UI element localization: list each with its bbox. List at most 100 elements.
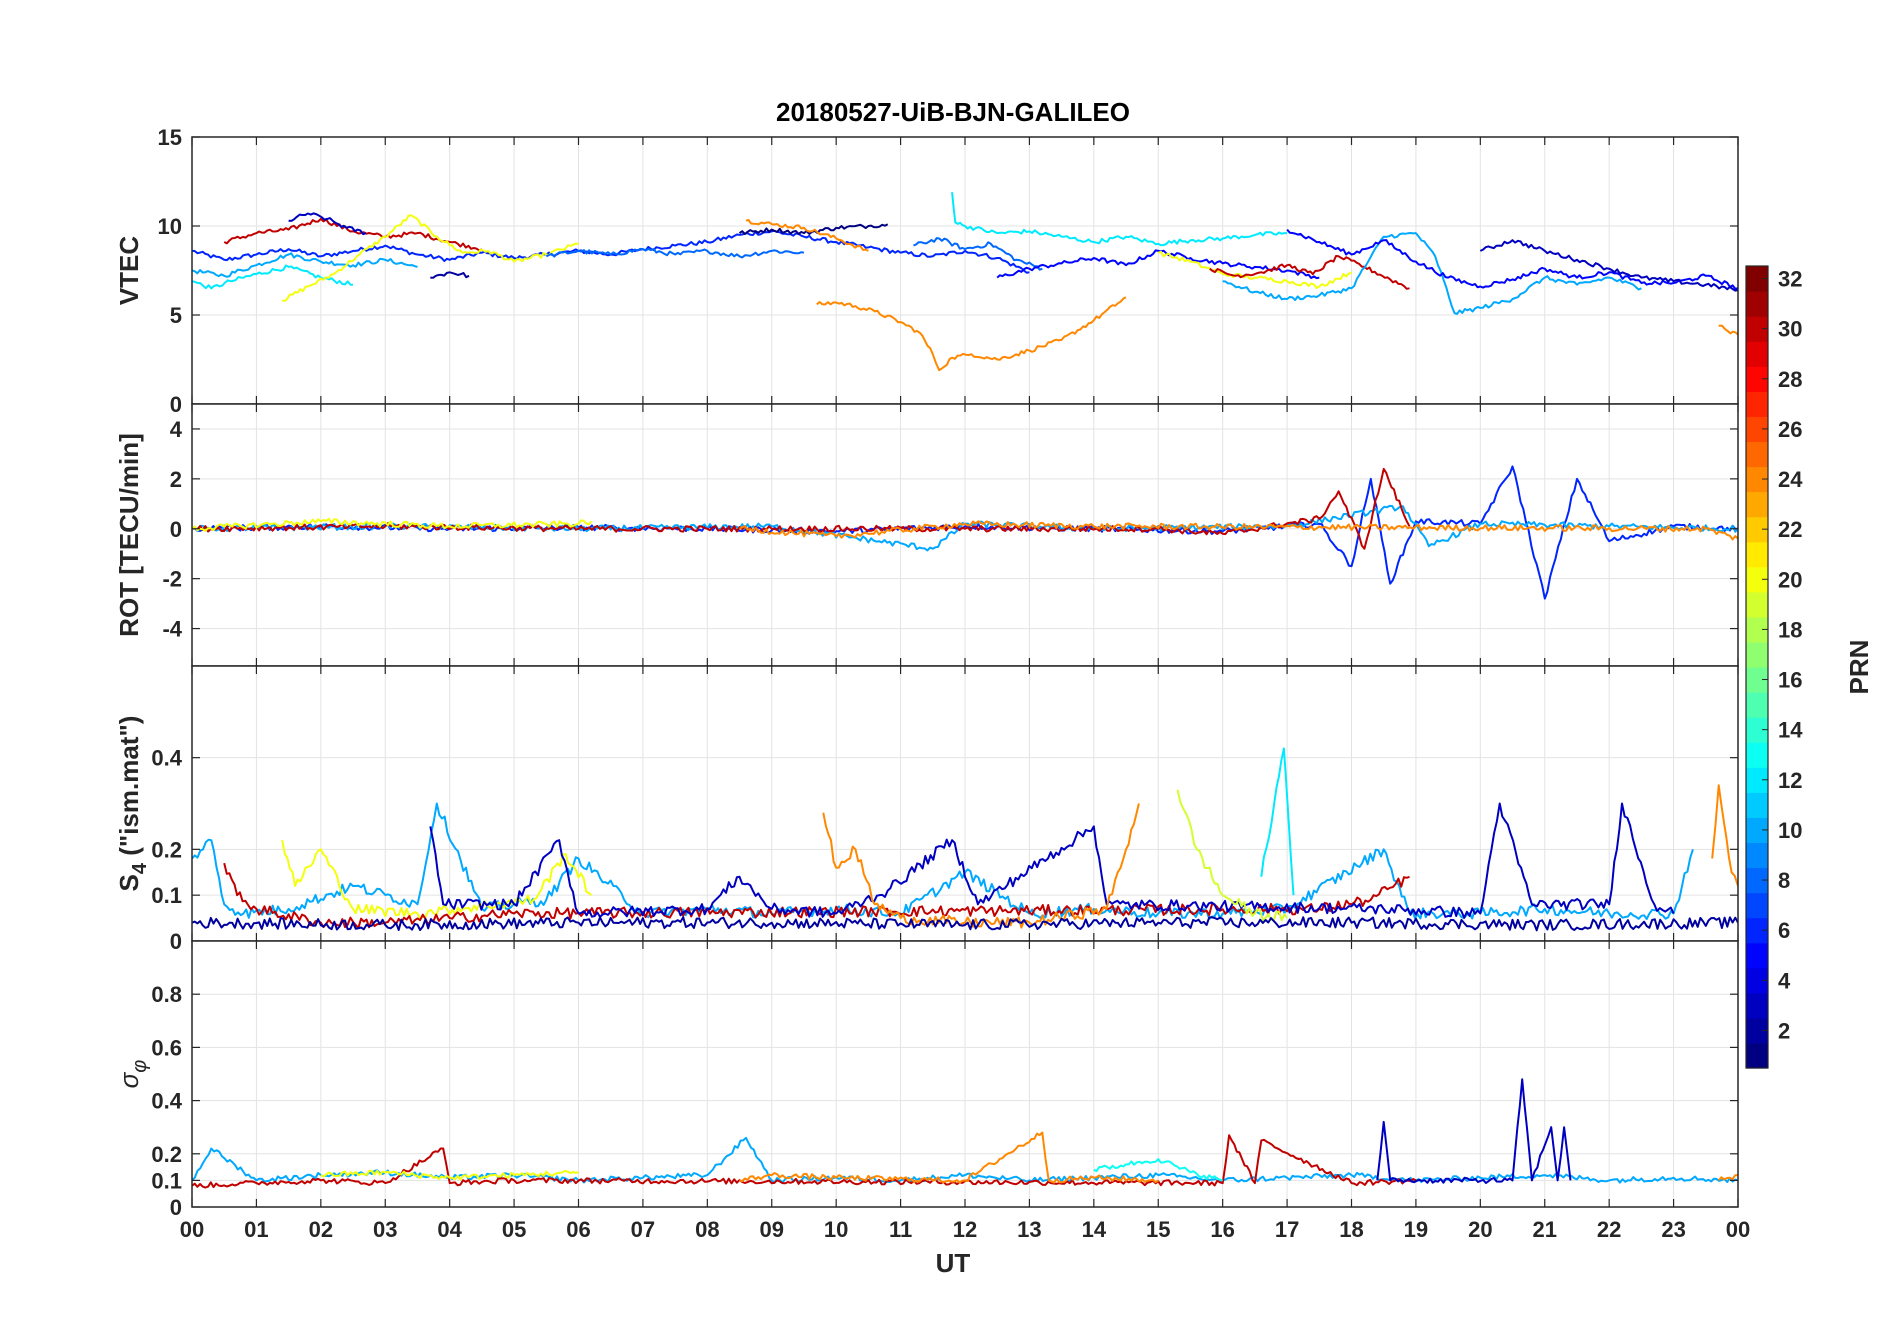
colorbar-segment-prn-13 (1746, 742, 1768, 768)
panel-grid (192, 666, 1738, 941)
y-tick-label: -4 (162, 617, 182, 642)
colorbar-segment-prn-30 (1746, 316, 1768, 342)
series-line-prn-8 (545, 247, 805, 259)
colorbar-segment-prn-20 (1746, 566, 1768, 593)
panel-x-ticks (191, 941, 1739, 1207)
panel-sigma_phi: 00.10.2 0.4 0.6 0.8 σφ (114, 940, 1739, 1220)
series-line-prn-3 (1479, 239, 1738, 292)
colorbar-segment-prn-9 (1746, 842, 1768, 869)
series-line-prn-30 (1209, 255, 1410, 290)
x-axis-label: UT (936, 1248, 971, 1278)
x-tick-label: 19 (1404, 1217, 1428, 1242)
panel-x-ticks (191, 137, 1739, 404)
y-axis-label-rest: ("ism.mat") (114, 716, 144, 863)
colorbar-segment-prn-1 (1746, 1042, 1768, 1069)
series-line-prn-10 (192, 802, 1694, 920)
colorbar-label: PRN (1844, 640, 1874, 695)
colorbar-segment-prn-17 (1746, 641, 1768, 668)
x-tick-label: 22 (1597, 1217, 1621, 1242)
panel-grid (192, 404, 1738, 666)
panel-rot: -4 -2 0 2 4 ROT [TECU/min] (114, 403, 1739, 667)
series-line-prn-5 (996, 249, 1320, 280)
colorbar-tick-label: 18 (1778, 617, 1802, 642)
chart-title: 20180527-UiB-BJN-GALILEO (776, 97, 1130, 127)
y-axis-label-sigma_phi: σφ (114, 1060, 151, 1089)
colorbar-segment-prn-7 (1746, 892, 1768, 919)
colorbar-tick-label: 14 (1778, 718, 1803, 743)
panel-series-group (192, 747, 1738, 932)
colorbar-tick-label: 8 (1778, 868, 1790, 893)
y-axis-label-s4: S4 ("ism.mat") (114, 716, 151, 892)
series-line-prn-2 (430, 271, 470, 279)
series-line-prn-2 (192, 916, 1738, 932)
y-axis-label-sub: φ (129, 1060, 151, 1073)
series-line-prn-20 (320, 1169, 579, 1181)
colorbar-tick-label: 26 (1778, 417, 1802, 442)
colorbar-segment-prn-8 (1746, 867, 1768, 894)
y-axis-label-vtec: VTEC (114, 236, 144, 306)
x-tick-label: 00 (1726, 1217, 1750, 1242)
x-tick-label: 15 (1146, 1217, 1170, 1242)
series-line-prn-30 (192, 1134, 1417, 1189)
series-line-prn-12 (1260, 747, 1295, 896)
colorbar-segment-prn-4 (1746, 967, 1768, 994)
colorbar-segment-prn-6 (1746, 917, 1768, 944)
colorbar-segment-prn-28 (1746, 366, 1768, 392)
series-line-prn-24 (816, 296, 1127, 372)
colorbar-tick-label: 12 (1778, 768, 1802, 793)
y-tick-label: 0.4 (151, 1089, 182, 1114)
y-tick-label: 0.6 (151, 1035, 182, 1060)
y-tick-label: 0.2 (151, 837, 182, 862)
colorbar-segment-prn-24 (1746, 466, 1768, 493)
colorbar-segment-prn-2 (1746, 1017, 1768, 1044)
series-line-prn-20 (1157, 250, 1352, 289)
colorbar-segment-prn-14 (1746, 717, 1768, 743)
y-tick-label: -2 (162, 567, 182, 592)
colorbar-tick-label: 22 (1778, 517, 1802, 542)
panel-x-ticks (191, 404, 1739, 666)
colorbar-frame (1745, 265, 1769, 1069)
x-tick-label: 17 (1275, 1217, 1299, 1242)
y-tick-label: 0.2 (151, 1142, 182, 1167)
y-axis-label-rot: ROT [TECU/min] (114, 433, 144, 637)
x-tick-label: 07 (631, 1217, 655, 1242)
x-tick-label: 14 (1082, 1217, 1107, 1242)
series-line-prn-24 (1711, 784, 1738, 887)
colorbar-tick-label: 4 (1778, 968, 1791, 993)
series-line-prn-10 (192, 252, 418, 278)
panel-vtec: 0 5 10 15 VTEC (114, 125, 1739, 417)
colorbar-segment-prn-12 (1746, 767, 1768, 793)
y-tick-label: 0 (170, 392, 182, 417)
y-tick-label: 15 (158, 125, 182, 150)
colorbar-tick-label: 30 (1778, 317, 1802, 342)
x-tick-label: 05 (502, 1217, 526, 1242)
x-tick-labels: 00 01 02 03 04 05 06 07 08 09 10 11 12 13 14 15 16 17 18 19… (180, 1217, 1750, 1242)
colorbar-segment-prn-32 (1746, 266, 1768, 292)
colorbar-segment-prn-5 (1746, 942, 1768, 969)
y-tick-label: 4 (170, 417, 183, 442)
panel-x-ticks (191, 666, 1739, 941)
y-axis-label-main: S (114, 874, 144, 891)
series-line-prn-24 (738, 520, 1738, 541)
series-line-prn-12 (951, 192, 1288, 247)
y-tick-label: 0 (170, 517, 182, 542)
x-tick-label: 23 (1661, 1217, 1685, 1242)
x-tick-label: 04 (437, 1217, 462, 1242)
x-tick-label: 01 (244, 1217, 268, 1242)
colorbar-tick-label: 16 (1778, 668, 1802, 693)
x-tick-label: 11 (889, 1217, 912, 1242)
y-tick-label: 0 (170, 1195, 182, 1220)
series-line-prn-20 (282, 214, 579, 302)
colorbar-segment-prn-3 (1746, 992, 1768, 1019)
y-tick-label: 0 (170, 929, 182, 954)
x-tick-label: 13 (1017, 1217, 1041, 1242)
panel-series-group (192, 1078, 1738, 1189)
y-tick-label: 10 (158, 214, 182, 239)
colorbar-tick-label: 20 (1778, 567, 1802, 592)
colorbar-segment-prn-23 (1746, 491, 1768, 518)
colorbar-segment-prn-21 (1746, 541, 1768, 568)
y-tick-label: 5 (170, 303, 182, 328)
